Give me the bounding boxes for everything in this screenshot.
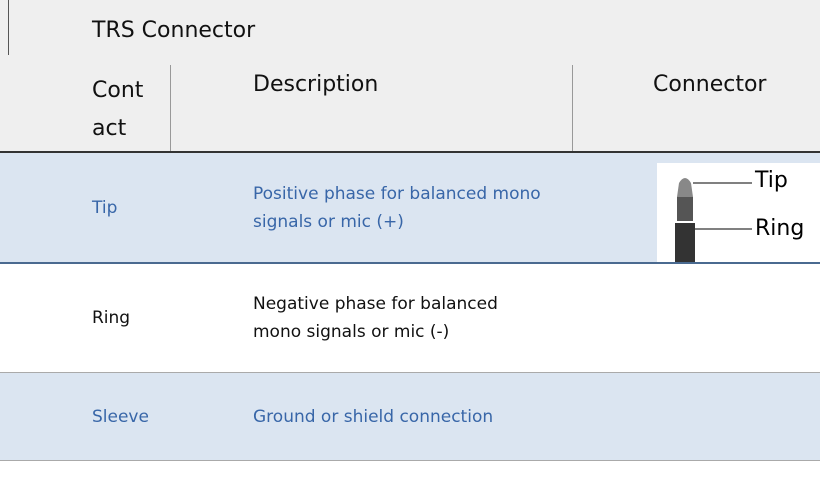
cell: Ground or shield connection xyxy=(253,406,494,427)
border xyxy=(8,0,9,55)
table-header xyxy=(0,0,820,152)
border xyxy=(0,151,820,153)
column-header: Description xyxy=(253,72,379,97)
cell: Tip xyxy=(92,197,118,218)
divider xyxy=(572,65,573,152)
table-title: TRS Connector xyxy=(92,18,256,43)
border xyxy=(0,372,820,373)
border xyxy=(0,262,820,264)
connector-label: Ring xyxy=(755,216,804,241)
connector-label: Tip xyxy=(754,168,788,193)
row xyxy=(0,373,820,460)
cell: Negative phase for balanced mono signals… xyxy=(253,294,498,342)
ring-shape xyxy=(677,197,693,221)
column-header: Contact xyxy=(92,78,144,141)
cell: Sleeve xyxy=(92,406,149,427)
sleeve-shape xyxy=(675,223,695,262)
connector-image: Tip Ring xyxy=(657,163,820,262)
tip-shape xyxy=(677,178,693,197)
divider xyxy=(170,65,171,152)
cell: Positive phase for balanced mono signals… xyxy=(253,183,541,232)
column-header: Connector xyxy=(653,72,767,97)
cell: Ring xyxy=(92,308,131,328)
border xyxy=(0,460,820,461)
